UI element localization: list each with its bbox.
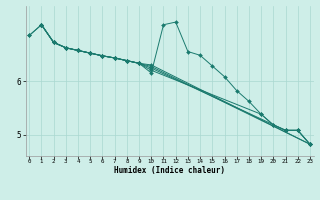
- X-axis label: Humidex (Indice chaleur): Humidex (Indice chaleur): [114, 166, 225, 175]
